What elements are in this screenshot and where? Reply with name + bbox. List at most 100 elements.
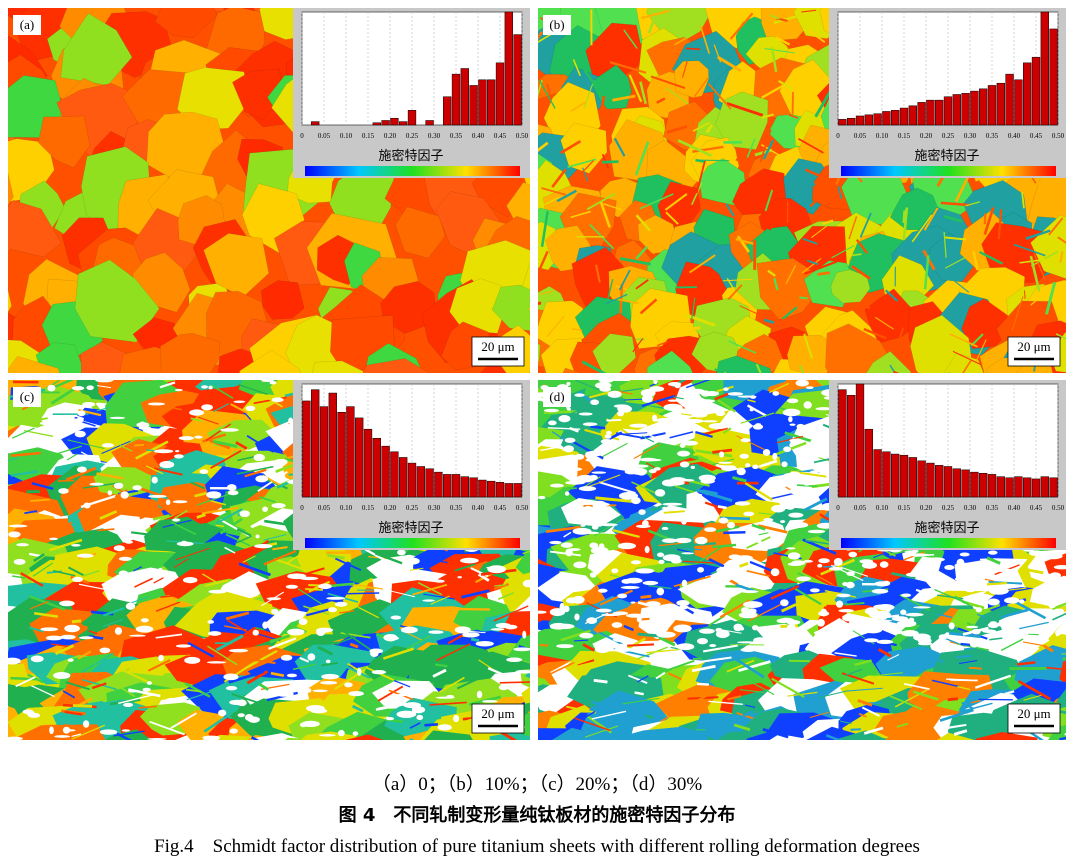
twin — [844, 668, 863, 677]
twin — [758, 459, 778, 468]
twin — [1065, 380, 1066, 382]
twin — [715, 525, 740, 533]
twin — [162, 519, 192, 528]
twin — [619, 257, 651, 266]
twin — [30, 600, 49, 610]
unindexed — [549, 540, 562, 545]
grain — [946, 372, 952, 373]
unindexed — [288, 417, 293, 424]
x-tick-label: 0.40 — [1008, 132, 1021, 140]
unindexed — [416, 714, 424, 721]
unindexed — [617, 405, 632, 413]
twin — [606, 418, 622, 422]
histogram-bar — [979, 88, 988, 126]
unindexed — [1048, 603, 1056, 609]
unindexed — [699, 628, 715, 634]
twin — [712, 448, 733, 454]
x-tick-label: 0.05 — [854, 504, 867, 512]
twin — [470, 637, 480, 643]
unindexed — [589, 542, 599, 549]
twin — [540, 289, 555, 296]
x-tick-label: 0.10 — [340, 132, 353, 140]
twin — [286, 547, 312, 564]
twin — [778, 80, 794, 91]
twin — [641, 435, 655, 443]
unindexed — [556, 644, 574, 649]
histogram-bar — [425, 120, 434, 126]
twin — [227, 619, 251, 635]
unindexed — [172, 500, 188, 504]
unindexed — [72, 386, 85, 391]
twin — [727, 284, 743, 301]
x-tick-label: 0.45 — [494, 504, 507, 512]
twin — [767, 269, 776, 277]
unindexed — [780, 599, 789, 607]
twin — [494, 584, 507, 587]
twin — [668, 326, 701, 332]
unindexed — [767, 477, 784, 485]
twin — [81, 652, 114, 673]
histogram-bar — [328, 392, 337, 498]
ebsd-map — [538, 380, 1066, 740]
twin — [635, 245, 648, 260]
twin — [149, 720, 185, 736]
twin — [707, 83, 732, 110]
twin — [627, 643, 655, 647]
twin — [699, 25, 711, 54]
unindexed — [966, 625, 979, 629]
twin — [943, 723, 967, 730]
twin — [681, 61, 688, 78]
twin — [97, 528, 115, 532]
twin — [225, 533, 251, 547]
twin — [65, 681, 90, 691]
twin — [538, 80, 543, 97]
twin — [708, 700, 743, 706]
grain — [300, 731, 359, 740]
unindexed — [700, 478, 715, 484]
grain — [975, 732, 1038, 740]
twin — [666, 125, 688, 134]
twin — [873, 672, 903, 677]
twin — [173, 558, 189, 568]
grain — [880, 738, 910, 740]
twin — [618, 191, 630, 199]
unindexed — [576, 596, 583, 603]
twin — [891, 320, 911, 324]
unindexed — [585, 450, 604, 457]
twin — [545, 525, 581, 533]
unindexed — [99, 729, 118, 735]
unindexed — [702, 420, 718, 423]
twin — [859, 300, 871, 310]
x-tick-label: 0 — [836, 504, 840, 512]
unindexed — [206, 661, 226, 664]
twin — [275, 462, 297, 473]
unindexed — [658, 417, 677, 422]
unindexed — [591, 524, 599, 530]
unindexed — [989, 621, 998, 624]
unindexed — [913, 606, 931, 609]
twin — [738, 660, 771, 672]
twin — [543, 410, 577, 415]
grain — [834, 730, 888, 740]
unindexed — [541, 462, 555, 471]
unindexed — [153, 449, 174, 454]
twin — [954, 595, 970, 606]
twin — [617, 390, 633, 395]
histogram-bar — [970, 471, 979, 498]
unindexed — [781, 461, 788, 468]
unindexed — [582, 422, 598, 426]
unindexed — [151, 476, 158, 484]
twin — [238, 383, 268, 396]
twin — [693, 452, 702, 456]
unindexed — [1028, 550, 1044, 556]
unindexed — [654, 489, 666, 497]
histogram-bar — [908, 105, 917, 126]
unindexed — [299, 576, 319, 581]
caption-panels: （a）0；（b）10%；（c）20%；（d）30% — [372, 773, 703, 795]
twin — [664, 659, 695, 672]
twin — [91, 682, 107, 690]
twin — [213, 403, 230, 413]
twin — [989, 637, 1003, 641]
unindexed — [175, 644, 192, 648]
unindexed — [220, 428, 239, 432]
